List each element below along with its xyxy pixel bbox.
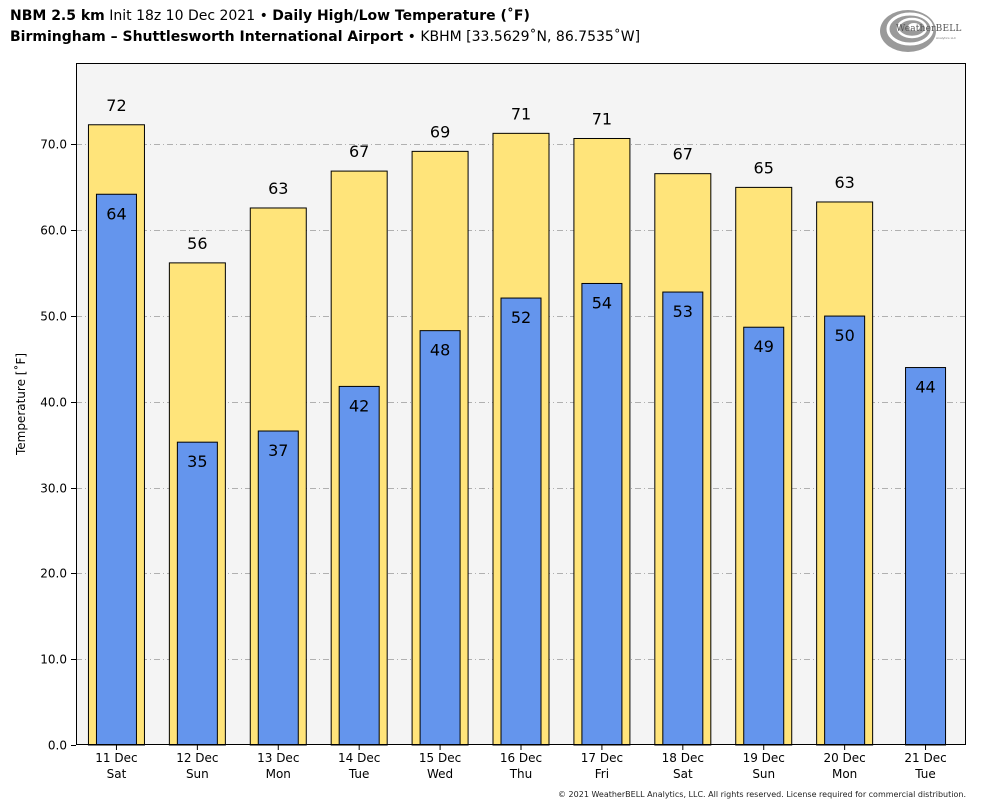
low-temp-bar [905,367,947,746]
separator: • [407,29,416,45]
y-axis-label: Temperature [˚F] [13,353,28,456]
station-info: KBHM [33.5629˚N, 86.7535˚W] [420,29,641,45]
x-tick-label-day: Sat [673,767,693,781]
x-tick-label-date: 19 Dec [743,751,785,765]
x-tick-label-date: 18 Dec [662,751,704,765]
high-temp-label: 67 [673,145,693,164]
low-temp-bar [500,297,542,746]
low-temp-bar [824,315,866,746]
low-temp-bar [176,441,218,746]
x-tick-label-day: Mon [266,767,291,781]
x-tick-label-date: 20 Dec [823,751,865,765]
x-tick-label-date: 15 Dec [419,751,461,765]
weatherbell-logo: WeatherBELL Analytics LLC [878,7,970,53]
y-tick-label: 30.0 [40,482,67,496]
low-temp-label: 53 [673,302,693,321]
x-tick-label-day: Mon [832,767,857,781]
low-temp-label: 35 [187,452,207,471]
low-temp-bar [581,282,623,746]
y-tick-label: 60.0 [40,224,67,238]
swirl-icon [880,10,936,52]
copyright-footer: © 2021 WeatherBELL Analytics, LLC. All r… [558,790,966,799]
y-tick-label: 50.0 [40,310,67,324]
y-tick-label: 70.0 [40,138,67,152]
low-temp-label: 37 [268,441,288,460]
header-line-2: Birmingham – Shuttlesworth International… [10,27,640,48]
x-tick-label-date: 11 Dec [95,751,137,765]
x-tick-label-day: Tue [348,767,370,781]
high-temp-label: 65 [754,158,774,177]
logo-text: WeatherBELL [896,24,962,34]
low-temp-label: 48 [430,341,450,360]
high-temp-label: 72 [106,96,126,115]
x-tick-label-date: 14 Dec [338,751,380,765]
x-tick-label-date: 12 Dec [176,751,218,765]
x-tick-label-date: 16 Dec [500,751,542,765]
low-temp-bar [95,193,137,746]
low-temp-bar [662,291,704,746]
plot-frame [76,63,966,745]
x-tick-label-day: Sat [107,767,127,781]
x-tick-label-day: Fri [595,767,609,781]
x-tick-label-date: 21 Dec [904,751,946,765]
axes: 0.0 10.0 20.0 30.0 40.0 50.0 60.0 70.0 11 Dec Sat… [40,138,946,782]
x-tick-label-day: Sun [186,767,209,781]
low-temp-label: 64 [106,204,126,223]
high-temp-label: 71 [511,104,531,123]
x-tick-label-day: Wed [427,767,453,781]
low-temp-bar [419,330,461,746]
model-name: NBM 2.5 km [10,8,105,24]
y-tick-label: 20.0 [40,567,67,581]
chart-header: NBM 2.5 km Init 18z 10 Dec 2021 • Daily … [10,6,640,48]
logo-subtext: Analytics LLC [936,36,957,40]
low-temp-label: 52 [511,308,531,327]
init-time: Init 18z 10 Dec 2021 [109,8,256,24]
low-temp-bar [257,430,299,746]
low-temp-label: 54 [592,293,612,312]
high-temp-label: 71 [592,109,612,128]
high-temp-label: 63 [834,173,854,192]
x-tick-label-date: 13 Dec [257,751,299,765]
header-line-1: NBM 2.5 km Init 18z 10 Dec 2021 • Daily … [10,6,640,27]
low-temp-label: 42 [349,396,369,415]
station-name: Birmingham – Shuttlesworth International… [10,29,404,45]
product-title: Daily High/Low Temperature (˚F) [272,8,530,24]
x-tick-label-day: Tue [914,767,936,781]
y-tick-label: 40.0 [40,396,67,410]
low-temp-bar [338,385,380,746]
bars [87,124,947,746]
y-tick-label: 10.0 [40,653,67,667]
low-temp-label: 44 [915,378,935,397]
separator: • [259,8,268,24]
x-tick-label-day: Sun [752,767,775,781]
low-temp-label: 50 [834,326,854,345]
y-tick-label: 0.0 [48,739,67,753]
x-tick-label-day: Thu [509,767,533,781]
high-temp-label: 56 [187,234,207,253]
high-temp-label: 67 [349,142,369,161]
high-temp-label: 69 [430,122,450,141]
data-labels: 72 64 56 35 63 37 67 42 69 48 71 52 71 54 67 53 65 49 63 50… [106,96,935,471]
high-temp-label: 63 [268,179,288,198]
x-tick-label-date: 17 Dec [581,751,623,765]
low-temp-bar [743,326,785,746]
low-temp-label: 49 [754,337,774,356]
